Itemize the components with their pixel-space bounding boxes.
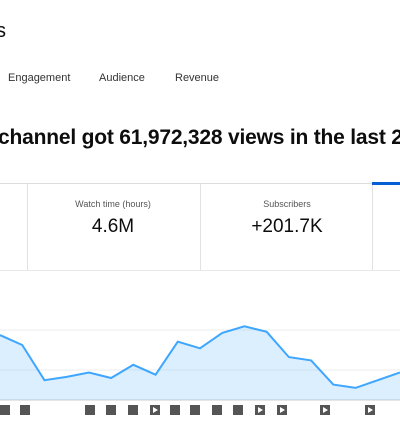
tab[interactable]: Audience	[99, 72, 145, 84]
card-label[interactable]: Watch time (hours)	[75, 199, 151, 209]
card-value[interactable]: 4.6M	[91, 216, 135, 237]
video-markers	[0, 405, 375, 415]
area-fill	[0, 326, 400, 400]
video-icon[interactable]	[128, 405, 138, 415]
video-icon[interactable]	[365, 405, 375, 415]
card-divider	[372, 184, 373, 270]
video-icon[interactable]	[212, 405, 222, 415]
page-title: s	[0, 20, 6, 42]
video-icon[interactable]	[0, 405, 10, 415]
video-icon[interactable]	[106, 405, 116, 415]
video-icon[interactable]	[255, 405, 265, 415]
video-icon[interactable]	[85, 405, 95, 415]
video-icon[interactable]	[320, 405, 330, 415]
video-icon[interactable]	[190, 405, 200, 415]
video-icon[interactable]	[277, 405, 287, 415]
chart	[0, 325, 400, 415]
card-divider	[200, 184, 201, 270]
video-icon[interactable]	[150, 405, 160, 415]
video-icon[interactable]	[170, 405, 180, 415]
tab[interactable]: Engagement	[8, 72, 71, 84]
card-label[interactable]: Subscribers	[263, 199, 311, 209]
tab[interactable]: Revenue	[175, 72, 220, 84]
separator	[0, 183, 400, 184]
separator	[0, 270, 400, 271]
area-line	[0, 325, 400, 389]
headline: channel got 61,972,328 views in the last…	[0, 126, 400, 149]
video-icon[interactable]	[233, 405, 243, 415]
card-value[interactable]: +201.7K	[251, 216, 323, 237]
video-icon[interactable]	[20, 405, 30, 415]
card-divider	[27, 184, 28, 270]
active-card-indicator	[372, 182, 400, 185]
